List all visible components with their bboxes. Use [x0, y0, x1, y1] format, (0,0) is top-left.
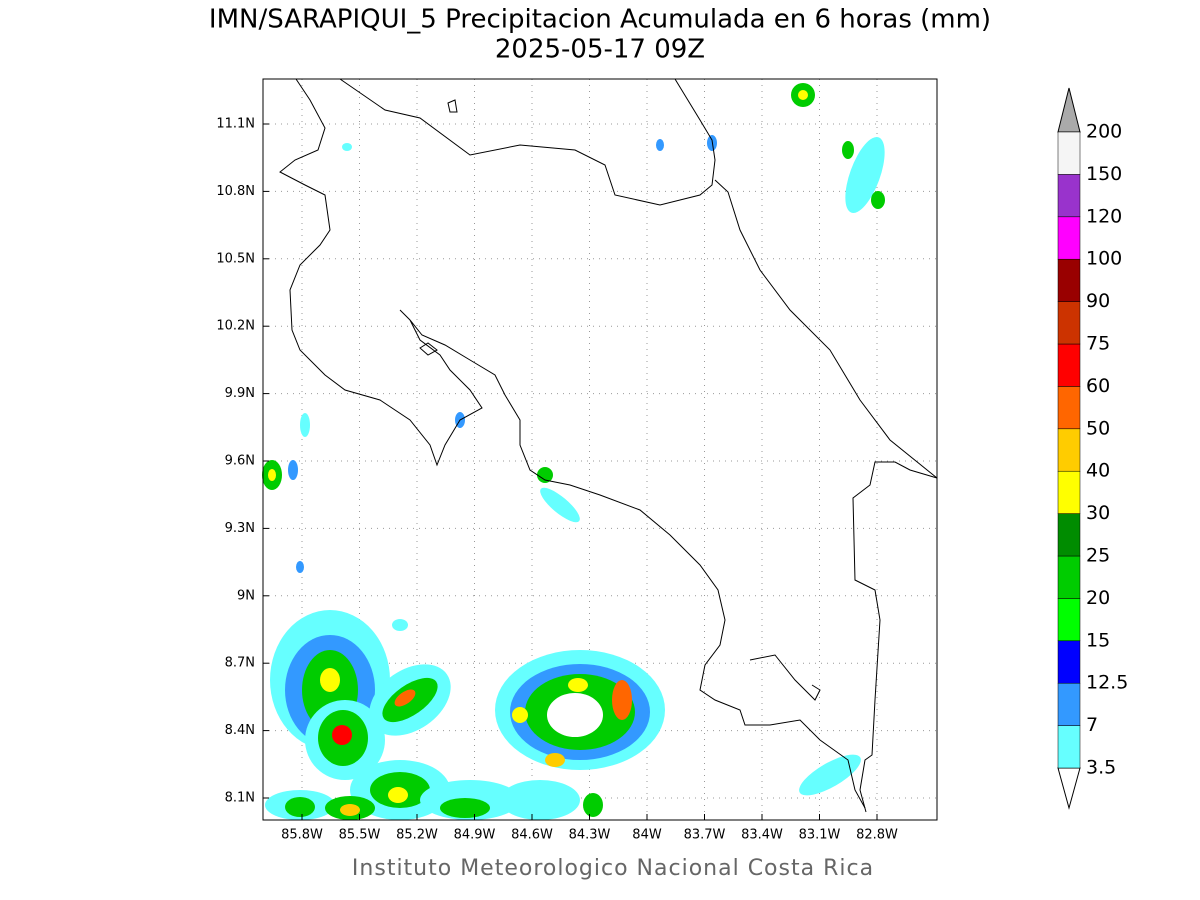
- subtitle: 2025-05-17 09Z: [495, 35, 705, 65]
- footer: Instituto Meteorologico Nacional Costa R…: [352, 856, 874, 881]
- colorbar-label: 150: [1086, 163, 1122, 185]
- colorbar-segment: [1057, 470, 1081, 514]
- axis-labels: 11.1N 10.8N 10.5N 10.2N 9.9N 9.6N 9.3N 9N 8.7N 8.…: [216, 117, 898, 843]
- precipitation: [262, 83, 885, 820]
- lon-label: 84.6W: [511, 828, 553, 843]
- colorbar-segment: [1057, 258, 1081, 302]
- colorbar-label: 120: [1086, 205, 1122, 227]
- lon-label: 83.4W: [741, 828, 783, 843]
- colorbar-under: [1057, 767, 1081, 810]
- colorbar-label: 3.5: [1086, 757, 1116, 779]
- colorbar-over: [1057, 87, 1081, 133]
- colorbar-segment: [1057, 343, 1081, 387]
- lon-label: 82.8W: [856, 828, 898, 843]
- lon-label: 85.8W: [281, 828, 323, 843]
- colorbar-label: 12.5: [1086, 672, 1128, 694]
- colorbar-label: 20: [1086, 587, 1110, 609]
- lat-label: 10.2N: [216, 319, 255, 334]
- lat-label: 9.3N: [225, 521, 255, 536]
- colorbar-label: 40: [1086, 460, 1110, 482]
- colorbar-segment: [1057, 386, 1081, 430]
- map-frame: [262, 78, 938, 821]
- lat-label: 8.4N: [225, 723, 255, 738]
- lat-label: 9N: [237, 588, 255, 603]
- colorbar-segment: [1057, 301, 1081, 345]
- lat-label: 8.7N: [225, 656, 255, 671]
- lat-label: 9.6N: [225, 454, 255, 469]
- colorbar-segment: [1057, 555, 1081, 599]
- colorbar-segment: [1057, 682, 1081, 726]
- colorbar-label: 75: [1086, 333, 1110, 355]
- colorbar-label: 200: [1086, 121, 1122, 143]
- colorbar-segment: [1057, 598, 1081, 642]
- lon-label: 84.9W: [454, 828, 496, 843]
- colorbar-segment: [1057, 725, 1081, 769]
- lat-label: 11.1N: [216, 117, 255, 132]
- lat-label: 8.1N: [225, 791, 255, 806]
- lat-label: 10.5N: [216, 251, 255, 266]
- lon-label: 85.5W: [339, 828, 381, 843]
- lon-label: 85.2W: [396, 828, 438, 843]
- colorbar-label: 30: [1086, 502, 1110, 524]
- colorbar-label: 60: [1086, 375, 1110, 397]
- colorbar-segment: [1057, 428, 1081, 472]
- colorbar-segment: [1057, 640, 1081, 684]
- colorbar-segment: [1057, 513, 1081, 557]
- lon-label: 84W: [632, 828, 662, 843]
- colorbar-segment: [1057, 131, 1081, 175]
- colorbar-label: 100: [1086, 248, 1122, 270]
- coastlines: [279, 78, 938, 813]
- colorbar-label: 7: [1086, 714, 1098, 736]
- colorbar-label: 50: [1086, 417, 1110, 439]
- colorbar: 3.5 7 12.5 15 20 25 30 40 50 60 75 90 100 120 150 200: [1057, 87, 1128, 810]
- title: IMN/SARAPIQUI_5 Precipitacion Acumulada …: [209, 5, 991, 35]
- lon-label: 83.1W: [799, 828, 841, 843]
- colorbar-label: 15: [1086, 629, 1110, 651]
- lon-label: 84.3W: [569, 828, 611, 843]
- colorbar-label: 25: [1086, 545, 1110, 567]
- colorbar-segment: [1057, 174, 1081, 218]
- colorbar-segment: [1057, 216, 1081, 260]
- lat-label: 10.8N: [216, 184, 255, 199]
- colorbar-label: 90: [1086, 290, 1110, 312]
- lat-label: 9.9N: [225, 386, 255, 401]
- lon-label: 83.7W: [684, 828, 726, 843]
